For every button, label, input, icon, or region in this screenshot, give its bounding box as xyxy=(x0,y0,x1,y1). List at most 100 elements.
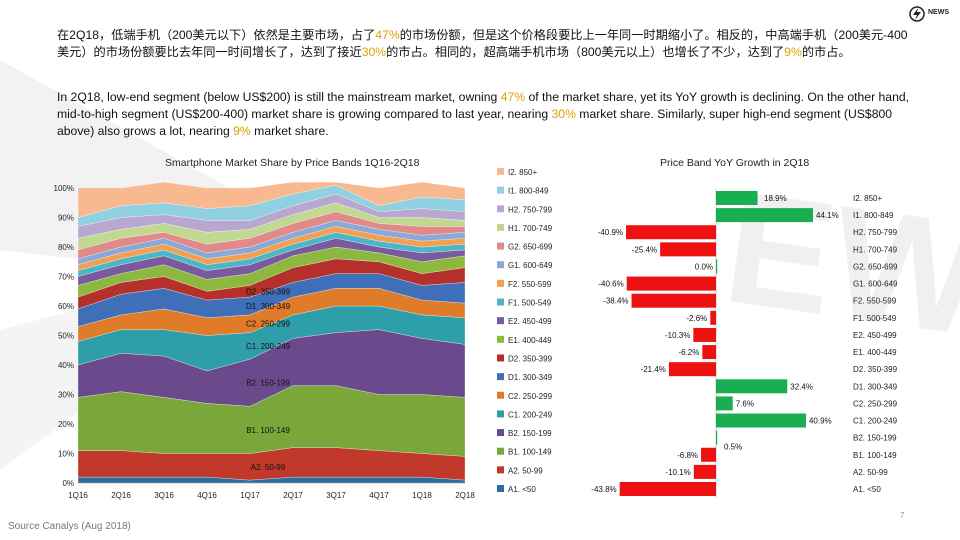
growth-data-label: -25.4% xyxy=(632,245,657,254)
area-series xyxy=(77,181,466,218)
y-tick-label: 60% xyxy=(58,302,74,311)
x-tick-label: 1Q17 xyxy=(240,491,260,500)
growth-bar xyxy=(716,208,813,223)
growth-bar xyxy=(626,276,716,291)
y-tick-label: 30% xyxy=(58,391,74,400)
legend-swatch xyxy=(497,373,504,381)
y-tick-label: 50% xyxy=(58,332,74,341)
x-tick-label: 3Q17 xyxy=(326,491,346,500)
legend-label: D2. 350-399 xyxy=(508,354,553,363)
x-tick-label: 2Q18 xyxy=(455,491,475,500)
legend-label: G2. 650-699 xyxy=(508,243,553,252)
growth-bar xyxy=(660,242,716,257)
x-tick-label: 4Q16 xyxy=(197,491,217,500)
growth-data-label: 40.9% xyxy=(809,417,832,426)
area-data-label: A2. 50-99 xyxy=(251,463,286,472)
category-label: G1. 600-649 xyxy=(853,280,898,289)
legend-label: A2. 50-99 xyxy=(508,466,543,475)
legend-swatch xyxy=(497,168,504,175)
growth-bar xyxy=(701,447,716,462)
growth-data-label: 0.0% xyxy=(695,262,713,271)
category-label: I1. 800-849 xyxy=(853,211,894,220)
legend-swatch xyxy=(497,410,504,418)
growth-bar xyxy=(716,191,758,205)
highlight-mid-high: 30% xyxy=(551,107,576,121)
legend-swatch xyxy=(497,261,504,269)
x-tick-label: 3Q16 xyxy=(154,491,174,500)
legend-swatch xyxy=(497,429,504,437)
legend-label: E2. 450-499 xyxy=(508,317,552,326)
growth-bar xyxy=(716,379,788,394)
chinese-paragraph: 在2Q18，低端手机（200美元以下）依然是主要市场，占了47%的市场份额，但是… xyxy=(57,27,917,61)
area-data-label: D2. 350-399 xyxy=(246,287,291,296)
legend-label: B1. 100-149 xyxy=(508,448,552,457)
area-chart-title: Smartphone Market Share by Price Bands 1… xyxy=(165,157,420,169)
x-tick-label: 1Q16 xyxy=(68,491,88,500)
legend-swatch xyxy=(497,223,504,231)
growth-data-label: -6.2% xyxy=(678,348,699,357)
text-segment: 的市占。 xyxy=(801,45,851,59)
growth-bar xyxy=(716,430,718,445)
growth-data-label: -6.8% xyxy=(677,451,698,460)
legend-swatch xyxy=(497,485,504,492)
legend-label: H1. 700-749 xyxy=(508,224,553,233)
category-label: C2. 250-299 xyxy=(853,399,898,408)
growth-data-label: 32.4% xyxy=(790,382,813,391)
growth-bar xyxy=(716,396,733,411)
legend-swatch xyxy=(497,354,504,362)
y-tick-label: 90% xyxy=(58,214,74,223)
text-segment: 的市场份额，但是这个价格段要比上一年同一时期缩小了。相反的，中高端手机（200美… xyxy=(57,28,908,59)
growth-bar xyxy=(693,464,716,479)
growth-bar xyxy=(693,327,716,342)
legend-label: F2. 550-599 xyxy=(508,280,552,289)
legend-label: A1. <50 xyxy=(508,485,536,494)
text-segment: market share. Similarly, super high-end … xyxy=(57,107,893,138)
highlight-super-high: 9% xyxy=(784,45,802,59)
category-label: D1. 300-349 xyxy=(853,382,898,391)
legend-swatch xyxy=(497,317,504,325)
category-label: C1. 200-249 xyxy=(853,417,898,426)
category-label: F2. 550-599 xyxy=(853,297,897,306)
highlight-mid-high: 30% xyxy=(361,45,387,59)
y-tick-label: 10% xyxy=(58,450,74,459)
x-tick-label: 2Q16 xyxy=(111,491,131,500)
legend-label: B2. 150-199 xyxy=(508,429,552,438)
x-tick-label: 2Q17 xyxy=(283,491,303,500)
category-label: A1. <50 xyxy=(853,485,881,494)
growth-bar xyxy=(716,259,718,274)
category-label: F1. 500-549 xyxy=(853,314,897,323)
growth-data-label: -10.1% xyxy=(665,468,690,477)
growth-bar xyxy=(702,345,716,360)
legend-label: H2. 750-799 xyxy=(508,205,553,214)
page-number: 7 xyxy=(900,511,905,520)
bar-chart-title: Price Band YoY Growth in 2Q18 xyxy=(660,157,810,169)
category-label: H1. 700-749 xyxy=(853,245,898,254)
legend-swatch xyxy=(497,391,504,399)
legend-swatch xyxy=(497,242,504,250)
y-tick-label: 100% xyxy=(54,184,74,193)
highlight-low-end: 47% xyxy=(375,28,400,42)
growth-bar xyxy=(710,310,716,325)
area-data-label: C2. 250-299 xyxy=(246,320,291,329)
legend-swatch xyxy=(497,335,504,343)
growth-bar xyxy=(619,482,716,496)
category-label: G2. 650-699 xyxy=(853,262,898,271)
legend-label: I1. 800-849 xyxy=(508,187,549,196)
area-data-label: D1. 300-349 xyxy=(246,302,291,311)
legend-label: C1. 200-249 xyxy=(508,410,553,419)
legend-swatch xyxy=(497,279,504,287)
category-label: B2. 150-199 xyxy=(853,434,897,443)
growth-data-label: 0.5% xyxy=(724,443,742,452)
growth-bar xyxy=(631,293,716,308)
x-tick-label: 1Q18 xyxy=(412,491,432,500)
growth-data-label: -38.4% xyxy=(603,297,628,306)
legend-label: C2. 250-299 xyxy=(508,392,553,401)
highlight-low-end: 47% xyxy=(500,90,526,104)
legend-label: D1. 300-349 xyxy=(508,373,553,382)
growth-data-label: 18.9% xyxy=(764,194,787,203)
text-segment: In 2Q18, low-end segment (below US$200) … xyxy=(57,90,501,104)
category-label: H2. 750-799 xyxy=(853,228,898,237)
legend-swatch xyxy=(497,205,504,213)
category-label: E2. 450-499 xyxy=(853,331,897,340)
